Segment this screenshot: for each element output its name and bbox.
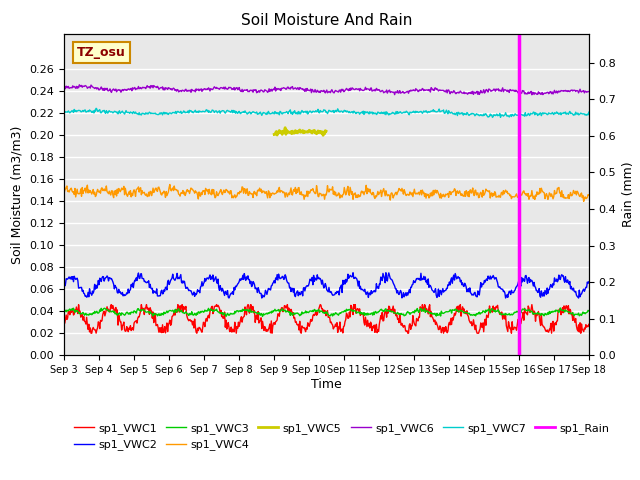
Y-axis label: Rain (mm): Rain (mm) xyxy=(622,162,635,227)
Text: TZ_osu: TZ_osu xyxy=(77,46,126,59)
Title: Soil Moisture And Rain: Soil Moisture And Rain xyxy=(241,13,412,28)
Legend: sp1_VWC1, sp1_VWC2, sp1_VWC3, sp1_VWC4, sp1_VWC5, sp1_VWC6, sp1_VWC7, sp1_Rain: sp1_VWC1, sp1_VWC2, sp1_VWC3, sp1_VWC4, … xyxy=(70,419,614,455)
Y-axis label: Soil Moisture (m3/m3): Soil Moisture (m3/m3) xyxy=(11,125,24,264)
X-axis label: Time: Time xyxy=(311,378,342,391)
